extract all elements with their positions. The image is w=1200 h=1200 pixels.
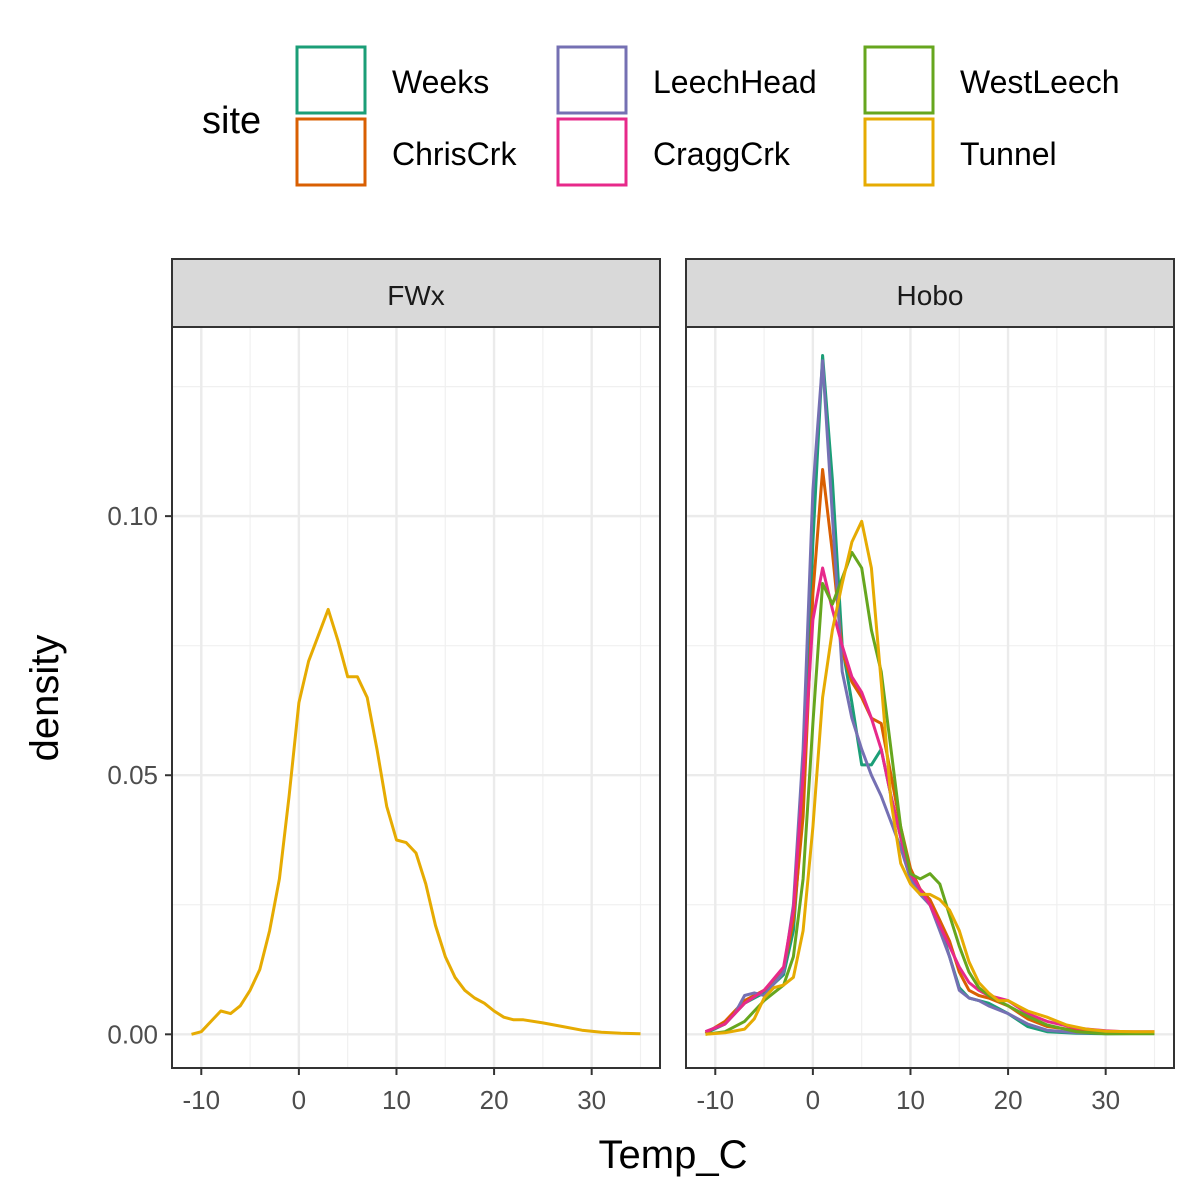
x-tick-label: -10 — [696, 1085, 734, 1115]
density-line-westleech — [705, 550, 1155, 1036]
legend-label-westleech: WestLeech — [960, 64, 1120, 100]
plot-area-hobo — [685, 326, 1175, 1069]
legend-entry-craggcrk: CraggCrk — [556, 117, 791, 187]
legend-label-craggcrk: CraggCrk — [653, 136, 791, 172]
legend-entry-chriscrk: ChrisCrk — [295, 117, 517, 187]
x-tick-label: 10 — [896, 1085, 925, 1115]
legend-title: site — [202, 100, 261, 142]
x-tick-label: 30 — [1091, 1085, 1120, 1115]
x-tick-label: 0 — [292, 1085, 306, 1115]
y-tick-label: 0.05 — [107, 760, 158, 790]
x-axis-title: Temp_C — [599, 1133, 748, 1177]
x-tick-label: 10 — [382, 1085, 411, 1115]
y-tick-label: 0.00 — [107, 1019, 158, 1049]
legend-entry-weeks: Weeks — [295, 45, 489, 115]
legend-key-tunnel — [863, 117, 935, 187]
y-axis-title: density — [23, 635, 67, 762]
legend-entries: Weeks ChrisCrk LeechHead CraggCrk WestLeech T… — [295, 45, 1120, 187]
legend-entry-tunnel: Tunnel — [863, 117, 1057, 187]
density-line-tunnel — [705, 519, 1155, 1036]
density-line-leechhead — [704, 359, 1155, 1035]
legend-key-westleech — [863, 45, 935, 115]
x-tick-label: 0 — [806, 1085, 820, 1115]
legend-key-weeks — [295, 45, 367, 115]
legend-entry-leechhead: LeechHead — [556, 45, 817, 115]
y-axis: 0.00 0.05 0.10 — [107, 501, 172, 1049]
strip-label-fwx: FWx — [387, 280, 445, 311]
x-tick-label: 30 — [577, 1085, 606, 1115]
panel-border — [171, 326, 661, 1069]
facet-panel-fwx: FWx — [171, 258, 661, 1069]
legend-label-tunnel: Tunnel — [960, 136, 1057, 172]
x-axis: -10 0 10 20 30 -10 0 10 20 30 — [182, 1068, 1120, 1115]
legend-label-weeks: Weeks — [392, 64, 489, 100]
legend-label-leechhead: LeechHead — [653, 64, 817, 100]
y-tick-label: 0.10 — [107, 501, 158, 531]
legend-entry-westleech: WestLeech — [863, 45, 1120, 115]
density-line-craggcrk — [704, 566, 1155, 1034]
legend-label-chriscrk: ChrisCrk — [392, 136, 517, 172]
x-tick-label: 20 — [480, 1085, 509, 1115]
legend-key-craggcrk — [556, 117, 628, 187]
strip-fwx — [171, 258, 661, 328]
strip-hobo — [685, 258, 1175, 328]
strip-label-hobo: Hobo — [897, 280, 964, 311]
legend-key-leechhead — [556, 45, 628, 115]
density-line-tunnel — [191, 607, 641, 1036]
x-tick-label: 20 — [994, 1085, 1023, 1115]
legend: site Weeks ChrisCrk LeechHead CraggCrk WestL… — [202, 45, 1120, 187]
panel-border — [685, 326, 1175, 1069]
facet-panel-hobo: Hobo — [685, 258, 1175, 1069]
legend-key-chriscrk — [295, 117, 367, 187]
x-tick-label: -10 — [182, 1085, 220, 1115]
panel-background — [686, 327, 1174, 1068]
panel-background — [172, 327, 660, 1068]
plot-area-fwx — [171, 326, 661, 1069]
